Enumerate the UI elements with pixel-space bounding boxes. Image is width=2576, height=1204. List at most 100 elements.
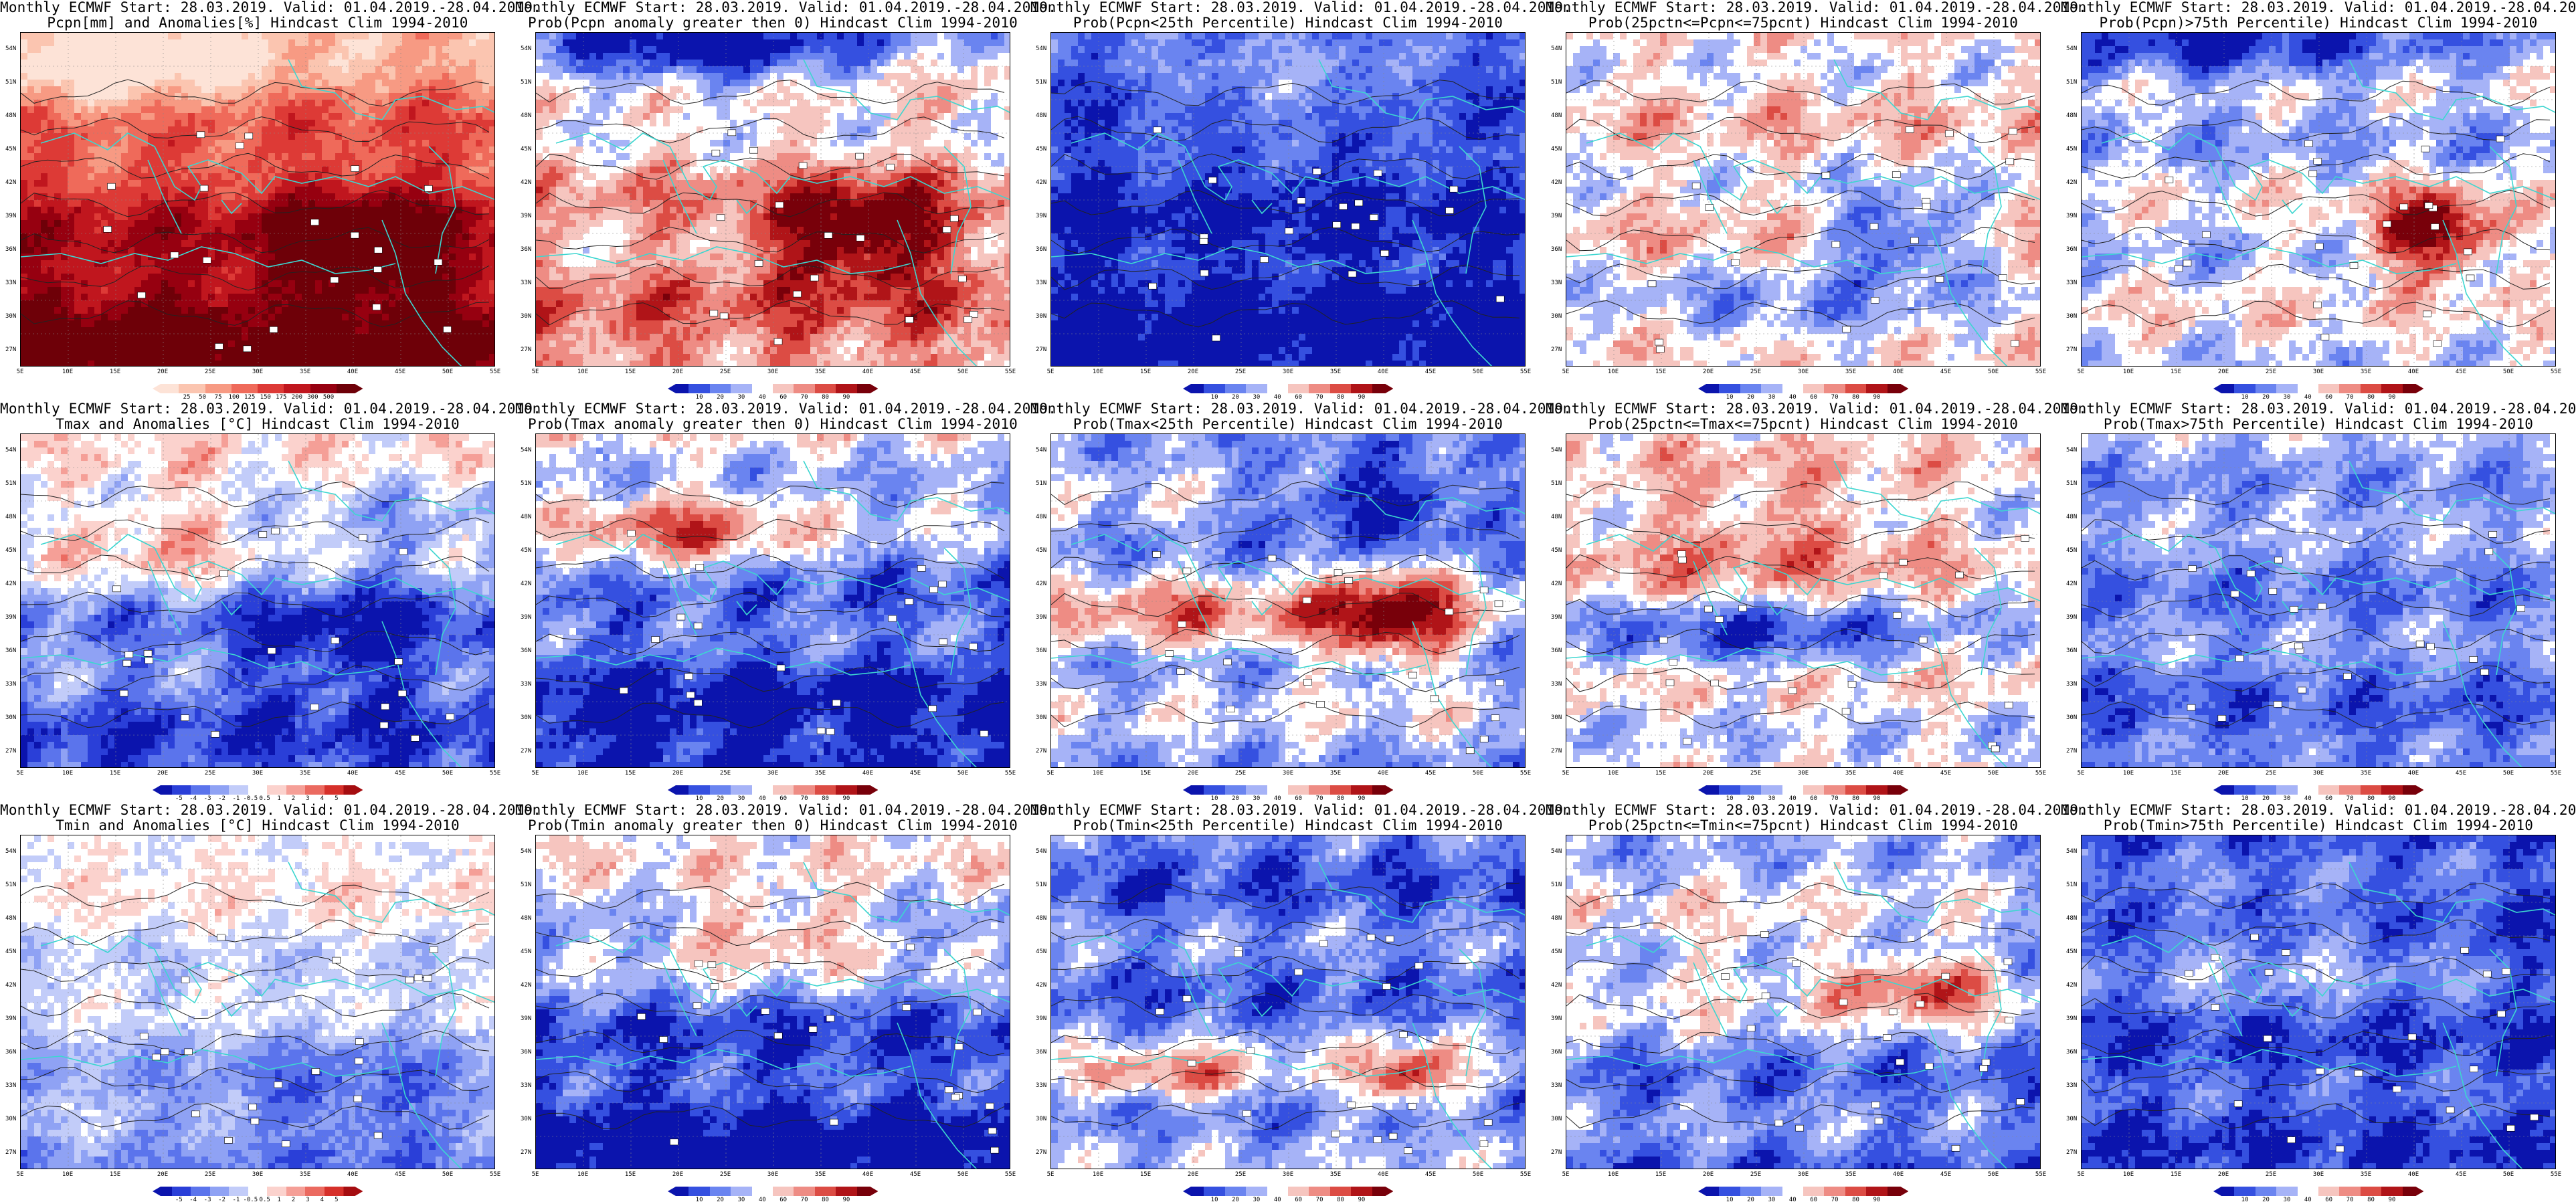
field-cell	[482, 39, 490, 47]
field-cell	[971, 100, 978, 107]
field-cell	[201, 327, 209, 334]
field-cell	[576, 39, 583, 47]
station-marker	[351, 231, 359, 239]
field-cell	[402, 193, 409, 201]
field-cell	[268, 340, 276, 348]
field-cell	[904, 93, 911, 100]
field-cell	[416, 33, 423, 40]
field-cell	[128, 287, 135, 294]
field-cell	[476, 126, 483, 134]
field-cell	[924, 60, 931, 67]
field-cell	[188, 53, 195, 60]
field-cell	[175, 327, 182, 334]
field-cell	[94, 100, 102, 107]
field-cell	[329, 213, 336, 221]
field-cell	[155, 39, 162, 47]
field-cell	[322, 213, 329, 221]
field-cell	[74, 113, 82, 120]
field-cell	[375, 93, 383, 100]
field-cell	[148, 200, 155, 207]
field-cell	[436, 347, 443, 355]
field-cell	[757, 140, 764, 147]
field-cell	[21, 213, 28, 221]
field-cell	[342, 207, 349, 214]
field-cell	[168, 126, 175, 134]
field-cell	[168, 327, 175, 334]
field-cell	[221, 80, 229, 87]
field-cell	[181, 340, 189, 348]
field-cell	[690, 73, 697, 80]
field-cell	[957, 93, 965, 100]
field-cell	[623, 73, 630, 80]
colorbar-tick-label: 125	[244, 394, 255, 401]
field-cell	[395, 280, 403, 288]
field-cell	[462, 307, 470, 314]
field-cell	[362, 200, 369, 207]
field-cell	[549, 93, 557, 100]
field-cell	[422, 347, 430, 355]
field-cell	[737, 106, 744, 114]
field-cell	[322, 140, 329, 147]
field-cell	[402, 240, 409, 247]
field-cell	[690, 53, 697, 60]
station-marker	[199, 185, 209, 192]
field-cell	[295, 46, 302, 54]
field-cell	[288, 347, 296, 355]
field-cell	[1004, 66, 1010, 74]
field-cell	[436, 173, 443, 181]
field-cell	[422, 126, 430, 134]
field-cell	[596, 133, 604, 140]
field-cell	[308, 126, 316, 134]
field-cell	[395, 173, 403, 181]
field-cell	[864, 153, 871, 161]
field-cell	[141, 126, 149, 134]
field-cell	[409, 320, 416, 328]
field-cell	[676, 153, 684, 161]
field-cell	[442, 200, 450, 207]
field-cell	[81, 33, 88, 40]
field-cell	[48, 320, 55, 328]
field-cell	[636, 113, 644, 120]
field-cell	[576, 100, 583, 107]
field-cell	[302, 247, 309, 254]
field-cell	[429, 260, 436, 268]
field-cell	[382, 93, 389, 100]
field-cell	[710, 66, 717, 74]
field-cell	[355, 307, 363, 314]
field-cell	[750, 126, 757, 134]
field-cell	[322, 334, 329, 341]
field-cell	[94, 180, 102, 187]
field-cell	[228, 274, 236, 281]
field-cell	[195, 100, 202, 107]
field-cell	[369, 140, 376, 147]
field-cell	[34, 354, 41, 361]
field-cell	[128, 180, 135, 187]
field-cell	[482, 187, 490, 194]
field-cell	[375, 340, 383, 348]
field-cell	[395, 354, 403, 361]
field-cell	[114, 247, 122, 254]
field-cell	[295, 60, 302, 67]
field-cell	[730, 33, 737, 40]
field-cell	[282, 200, 289, 207]
field-cell	[436, 320, 443, 328]
field-cell	[215, 106, 222, 114]
field-cell	[717, 33, 724, 40]
field-cell	[181, 287, 189, 294]
field-cell	[382, 53, 389, 60]
field-cell	[208, 307, 215, 314]
field-cell	[282, 133, 289, 140]
field-cell	[81, 233, 88, 241]
field-cell	[181, 73, 189, 80]
field-cell	[375, 86, 383, 94]
field-cell	[750, 60, 757, 67]
field-cell	[68, 140, 75, 147]
field-cell	[797, 39, 804, 47]
field-cell	[329, 106, 336, 114]
field-cell	[262, 180, 269, 187]
field-cell	[242, 340, 249, 348]
field-cell	[978, 140, 985, 147]
field-cell	[295, 327, 302, 334]
field-cell	[221, 300, 229, 308]
field-cell	[395, 287, 403, 294]
